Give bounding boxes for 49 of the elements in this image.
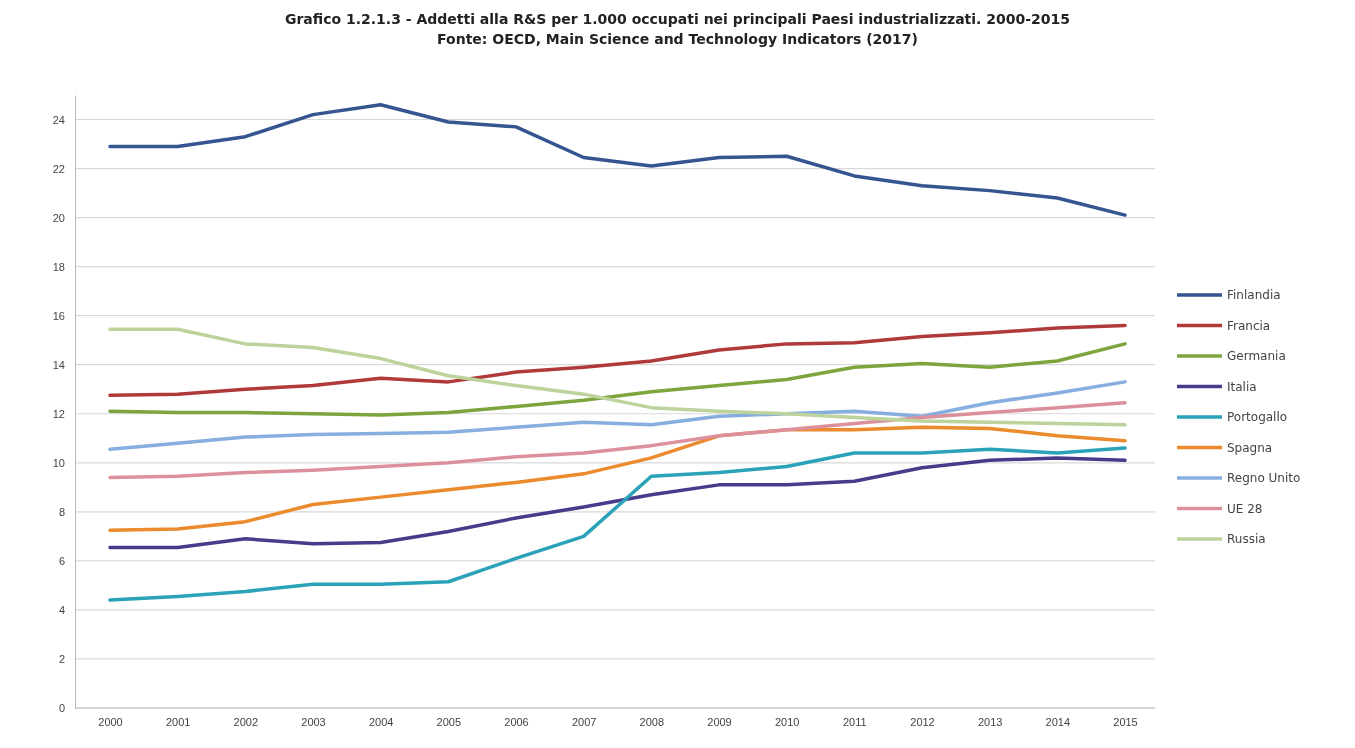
x-tick-label: 2000 (98, 715, 123, 728)
x-tick-label: 2004 (368, 715, 394, 728)
chart-subtitle: Fonte: OECD, Main Science and Technology Indicators (2017) (437, 31, 918, 47)
line-series (108, 380, 1127, 452)
y-tick-label: 18 (52, 260, 65, 273)
line-series (108, 446, 1127, 602)
legend-label: Portogallo (1227, 410, 1288, 424)
line-series (108, 323, 1127, 398)
line-series (108, 425, 1127, 532)
legend-label: Finlandia (1227, 288, 1281, 302)
y-tick-label: 2 (58, 652, 65, 665)
x-tick-label: 2003 (301, 715, 326, 728)
legend-label: UE 28 (1227, 501, 1263, 516)
y-tick-label: 24 (52, 113, 65, 126)
x-tick-label: 2013 (977, 715, 1003, 728)
legend-label: Italia (1227, 379, 1257, 394)
legend-label: Francia (1227, 318, 1271, 333)
line-series (108, 456, 1127, 550)
x-tick-label: 2015 (1113, 715, 1138, 728)
y-tick-label: 6 (58, 554, 65, 567)
y-tick-label: 12 (52, 407, 65, 420)
x-tick-label: 2007 (571, 715, 597, 728)
y-tick-label: 16 (52, 309, 65, 322)
x-tick-label: 2006 (504, 715, 529, 728)
x-tick-label: 2001 (165, 715, 191, 728)
x-tick-label: 2002 (233, 715, 259, 728)
legend-label: Spagna (1227, 440, 1273, 455)
x-tick-label: 2012 (910, 715, 935, 728)
y-tick-label: 8 (58, 505, 65, 518)
x-tick-label: 2005 (436, 715, 462, 728)
y-tick-label: 14 (52, 358, 65, 371)
y-tick-label: 10 (52, 456, 65, 469)
line-series (108, 400, 1127, 480)
line-series (108, 327, 1127, 427)
legend-label: Russia (1227, 532, 1266, 546)
x-tick-label: 2009 (707, 715, 732, 728)
y-tick-label: 20 (52, 211, 65, 224)
x-tick-label: 2011 (843, 715, 867, 728)
chart-title: Grafico 1.2.1.3 - Addetti alla R&S per 1.000 occupati nei principali Paesi industrializzati. 2000-2015 (284, 11, 1071, 27)
y-tick-label: 0 (58, 702, 65, 715)
x-tick-label: 2010 (774, 715, 800, 728)
legend-label: Germania (1227, 349, 1286, 363)
y-tick-label: 22 (52, 162, 65, 175)
line-series (108, 103, 1127, 217)
legend-label: Regno Unito (1227, 471, 1301, 485)
line-series (108, 342, 1127, 417)
x-tick-label: 2014 (1045, 715, 1071, 728)
x-tick-label: 2008 (639, 715, 665, 728)
y-tick-label: 4 (58, 603, 65, 616)
